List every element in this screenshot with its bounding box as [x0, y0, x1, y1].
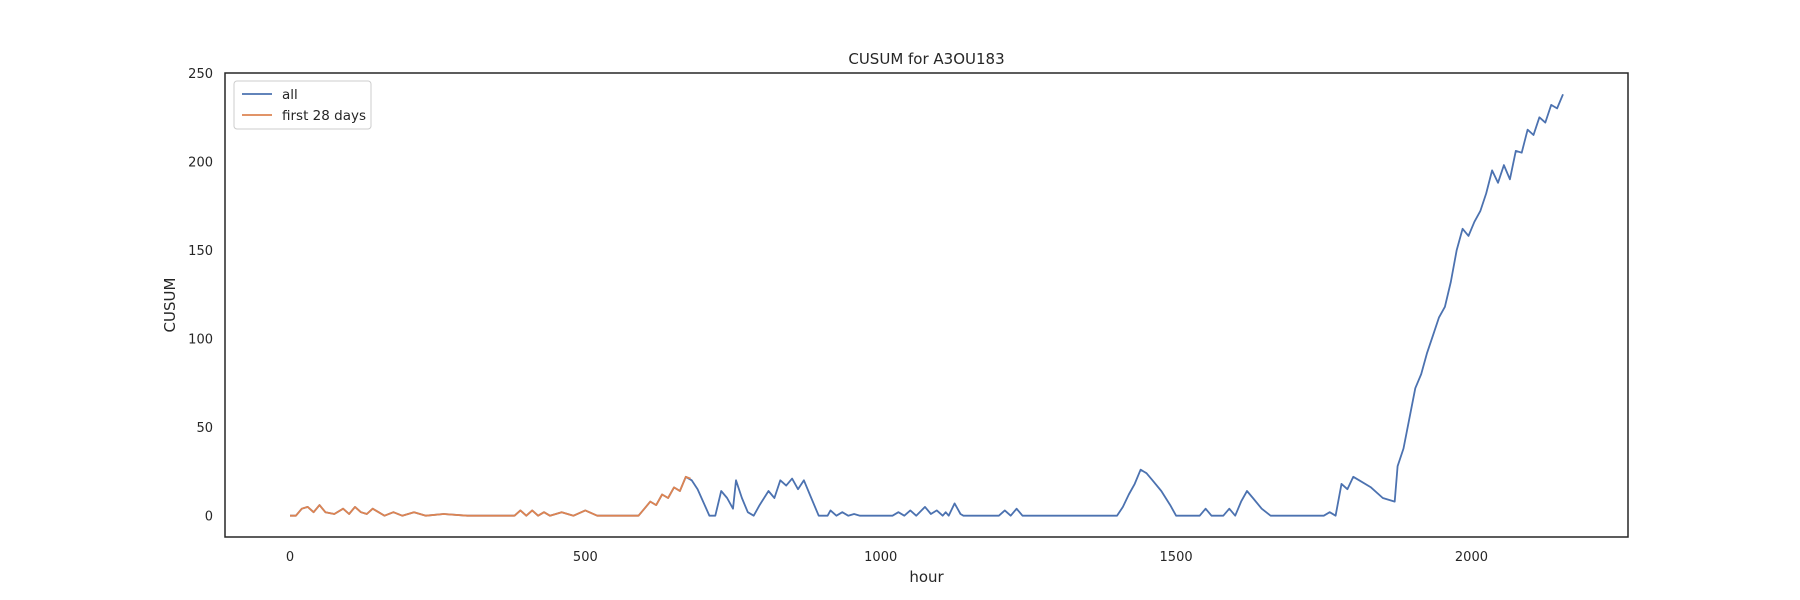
- chart-title: CUSUM for A3OU183: [848, 50, 1004, 68]
- y-tick-label: 50: [196, 421, 213, 436]
- y-tick-label: 250: [188, 67, 213, 82]
- y-tick-label: 0: [205, 510, 213, 525]
- legend-label-all: all: [282, 87, 298, 103]
- series-line-all: [290, 93, 1564, 517]
- legend-label-first-28-days: first 28 days: [282, 108, 366, 124]
- series-layer: [290, 93, 1564, 517]
- legend-box: [233, 80, 372, 130]
- y-axis-label: CUSUM: [161, 278, 179, 333]
- legend: all first 28 days: [233, 80, 372, 130]
- x-tick-label: 1000: [864, 550, 897, 565]
- x-tick-label: 1500: [1160, 550, 1193, 565]
- series-line-first-28-days: [290, 475, 691, 517]
- x-tick-label: 0: [286, 550, 294, 565]
- y-tick-label: 150: [188, 244, 213, 259]
- plot-frame: [224, 72, 1629, 538]
- x-axis-label: hour: [909, 568, 944, 586]
- x-tick-label: 500: [573, 550, 598, 565]
- y-tick-label: 200: [188, 156, 213, 171]
- y-axis-ticks: 0 50 100 150 200 250: [188, 67, 213, 525]
- x-axis-ticks: 0 500 1000 1500 2000: [286, 550, 1488, 565]
- y-tick-label: 100: [188, 333, 213, 348]
- x-tick-label: 2000: [1455, 550, 1488, 565]
